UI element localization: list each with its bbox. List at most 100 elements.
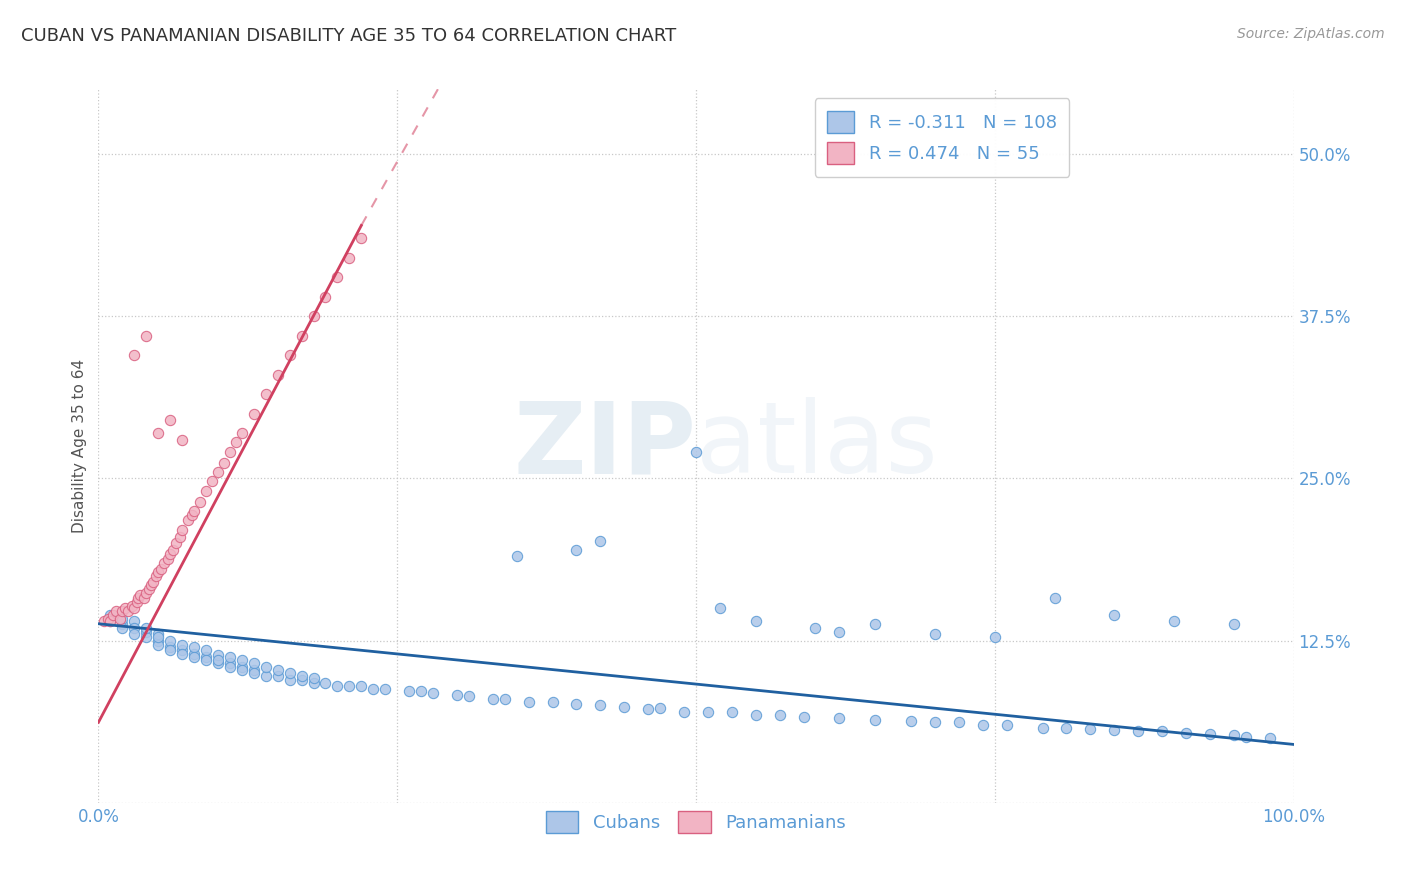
Point (374, 681, 396, 696)
Text: atlas: atlas (696, 398, 938, 494)
Point (291, 668, 314, 682)
Point (188, 495, 211, 509)
Point (162, 542, 184, 557)
Point (135, 624, 157, 639)
Point (254, 387, 277, 401)
Point (865, 713, 887, 727)
Point (195, 653, 218, 667)
Point (517, 695, 540, 709)
Point (924, 627, 946, 641)
Point (207, 648, 229, 662)
Point (326, 679, 349, 693)
Point (541, 695, 564, 709)
Point (127, 591, 149, 605)
Point (111, 611, 134, 625)
Point (972, 718, 994, 732)
Point (243, 664, 266, 678)
Point (159, 640, 181, 654)
Point (172, 647, 194, 661)
Point (135, 621, 157, 635)
Point (180, 508, 202, 522)
Text: ZIP: ZIP (513, 398, 696, 494)
Point (1104, 723, 1126, 738)
Point (697, 705, 720, 719)
Point (1104, 607, 1126, 622)
Point (145, 568, 167, 582)
Point (142, 575, 165, 590)
Point (225, 435, 247, 450)
Point (506, 549, 529, 564)
Point (125, 595, 148, 609)
Point (124, 601, 146, 615)
Point (1043, 591, 1066, 605)
Point (207, 653, 229, 667)
Point (339, 251, 361, 265)
Point (124, 348, 146, 362)
Point (339, 679, 361, 693)
Point (219, 656, 242, 670)
Point (148, 633, 170, 648)
Point (481, 692, 505, 706)
Point (231, 653, 253, 667)
Point (278, 348, 301, 362)
Point (177, 513, 200, 527)
Point (172, 638, 194, 652)
Point (291, 328, 314, 343)
Point (195, 642, 218, 657)
Point (148, 638, 170, 652)
Point (565, 542, 588, 557)
Point (565, 697, 588, 711)
Point (148, 627, 170, 641)
Point (138, 582, 160, 596)
Point (685, 445, 707, 459)
Point (135, 585, 157, 599)
Point (111, 621, 134, 635)
Point (93, 614, 115, 628)
Point (97, 611, 120, 625)
Point (350, 679, 373, 693)
Point (924, 715, 946, 730)
Point (195, 484, 218, 499)
Point (231, 664, 253, 678)
Point (637, 702, 659, 716)
Point (117, 604, 139, 618)
Point (148, 630, 170, 644)
Point (411, 684, 433, 698)
Point (149, 562, 172, 576)
Point (212, 456, 235, 470)
Point (828, 624, 851, 639)
Point (709, 601, 731, 615)
Point (267, 664, 290, 678)
Point (745, 614, 768, 628)
Point (207, 656, 229, 670)
Point (129, 588, 152, 602)
Text: CUBAN VS PANAMANIAN DISABILITY AGE 35 TO 64 CORRELATION CHART: CUBAN VS PANAMANIAN DISABILITY AGE 35 TO… (21, 27, 676, 45)
Point (446, 688, 468, 702)
Point (302, 671, 325, 685)
Point (219, 659, 242, 673)
Point (1080, 722, 1102, 736)
Point (291, 673, 314, 687)
Point (98, 614, 122, 628)
Point (984, 630, 1007, 644)
Point (159, 642, 181, 657)
Point (494, 692, 516, 706)
Point (124, 621, 146, 635)
Point (648, 701, 672, 715)
Point (153, 556, 176, 570)
Point (745, 707, 768, 722)
Point (1152, 724, 1174, 739)
Point (302, 310, 325, 324)
Point (278, 673, 301, 687)
Point (183, 504, 205, 518)
Point (231, 659, 253, 673)
Point (315, 676, 337, 690)
Point (1199, 727, 1222, 741)
Point (169, 530, 191, 544)
Point (721, 705, 744, 719)
Point (195, 650, 218, 665)
Point (156, 552, 179, 566)
Point (98, 614, 122, 628)
Point (219, 445, 242, 459)
Point (995, 718, 1018, 732)
